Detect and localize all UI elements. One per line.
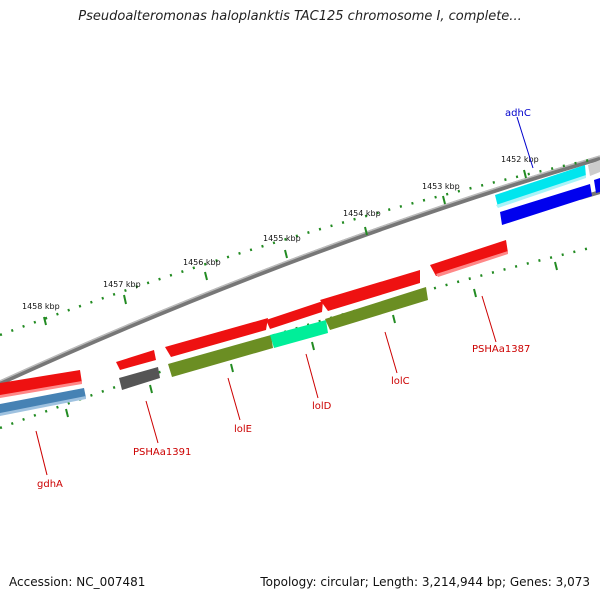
gene-label-lolE[interactable]: lolE [234,424,252,435]
gene-label-adhC[interactable]: adhC [505,108,531,119]
gene-label-lolD[interactable]: lolD [312,401,332,412]
inner-major-ticks [65,261,558,418]
gene-feature-shadow [0,396,86,416]
map-title: Pseudoalteromonas haloplanktis TAC125 ch… [78,9,522,24]
topology-summary: Topology: circular; Length: 3,214,944 bp… [260,575,590,589]
gene-feature-gdhA[interactable] [0,388,86,415]
scale-label-1454: 1454 kbp [343,209,381,218]
gene-feature-shadow [0,381,82,398]
reverse-gene-features[interactable] [0,160,600,416]
gene-feature-lolD[interactable] [270,320,328,348]
gene-label-PSHAa1391[interactable]: PSHAa1391 [133,447,191,458]
gene-feature-lolC-red[interactable] [320,270,420,311]
forward-gene-features[interactable] [0,240,508,398]
gene-feature-adhC[interactable] [495,165,586,207]
scale-label-1457: 1457 kbp [103,280,141,289]
gene-feature-gdhA-forward[interactable] [0,370,82,397]
gene-feature-lolE[interactable] [168,335,273,377]
gene-label-gdhA[interactable]: gdhA [37,479,63,490]
scale-label-1455: 1455 kbp [263,234,301,243]
gene-label-lolC[interactable]: lolC [391,376,410,387]
scale-label-1458: 1458 kbp [22,302,60,311]
gene-label-PSHAa1387[interactable]: PSHAa1387 [472,344,530,355]
gene-feature-PSHAa1391[interactable] [119,367,160,390]
gene-leader-lines [35,116,534,476]
scale-label-1453: 1453 kbp [422,182,460,191]
gene-feature-lolE-red[interactable] [165,318,268,357]
gene-feature-shadow [496,175,586,208]
gene-feature-lolC[interactable] [325,287,428,330]
outer-major-ticks [43,169,527,326]
gene-feature-lolD-red[interactable] [266,301,323,329]
gene-feature-edge-gray[interactable] [588,160,600,176]
gene-feature-left-red[interactable] [116,350,156,370]
accession-label: Accession: NC_007481 [9,575,146,589]
outer-tick-track [0,158,591,337]
gene-feature-edge-blue[interactable] [594,178,600,193]
gene-feature-PSHAa1387[interactable] [430,240,508,276]
scale-label-1452: 1452 kbp [501,155,539,164]
scale-label-1456: 1456 kbp [183,258,221,267]
chromosome-backbone [0,155,600,386]
gene-feature-shadow [436,251,508,277]
chromosome-backbone-highlight [0,155,600,382]
gene-feature-adhC-blue[interactable] [500,184,592,225]
